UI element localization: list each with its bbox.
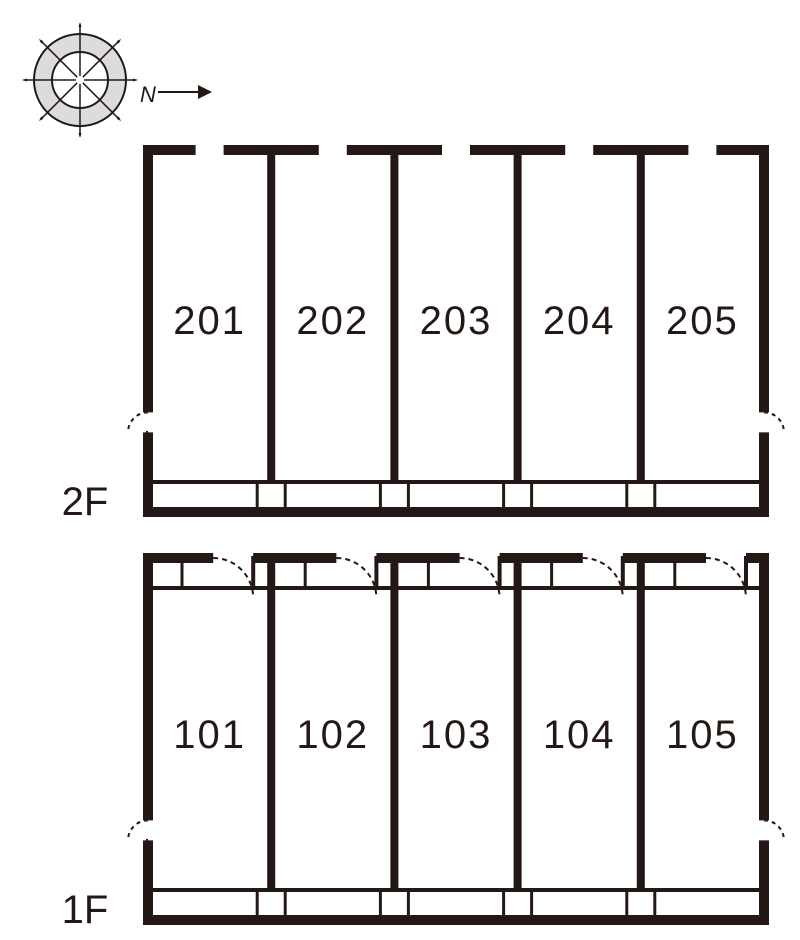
unit-label-104: 104 — [543, 713, 616, 757]
window-slot-icon — [196, 144, 224, 156]
floor-1F: 101 102 103 104 105 1F — [62, 552, 784, 932]
unit-label-202: 202 — [296, 299, 369, 343]
unit-label-105: 105 — [666, 713, 739, 757]
north-arrow-icon — [198, 85, 212, 99]
compass: N — [22, 22, 212, 138]
unit-label-201: 201 — [173, 299, 246, 343]
unit-label-101: 101 — [173, 713, 246, 757]
window-slot-icon — [319, 144, 347, 156]
unit-label-102: 102 — [296, 713, 369, 757]
window-slot-icon — [442, 144, 470, 156]
unit-label-205: 205 — [666, 299, 739, 343]
floor-2F: 201 202 203 204 205 2F — [62, 144, 784, 524]
window-slot-icon — [688, 144, 716, 156]
compass-n-label: N — [140, 82, 156, 107]
unit-label-103: 103 — [420, 713, 493, 757]
unit-label-204: 204 — [543, 299, 616, 343]
floor-label-1F: 1F — [62, 888, 109, 932]
window-slot-icon — [565, 144, 593, 156]
unit-label-203: 203 — [420, 299, 493, 343]
floor-label-2F: 2F — [62, 480, 109, 524]
